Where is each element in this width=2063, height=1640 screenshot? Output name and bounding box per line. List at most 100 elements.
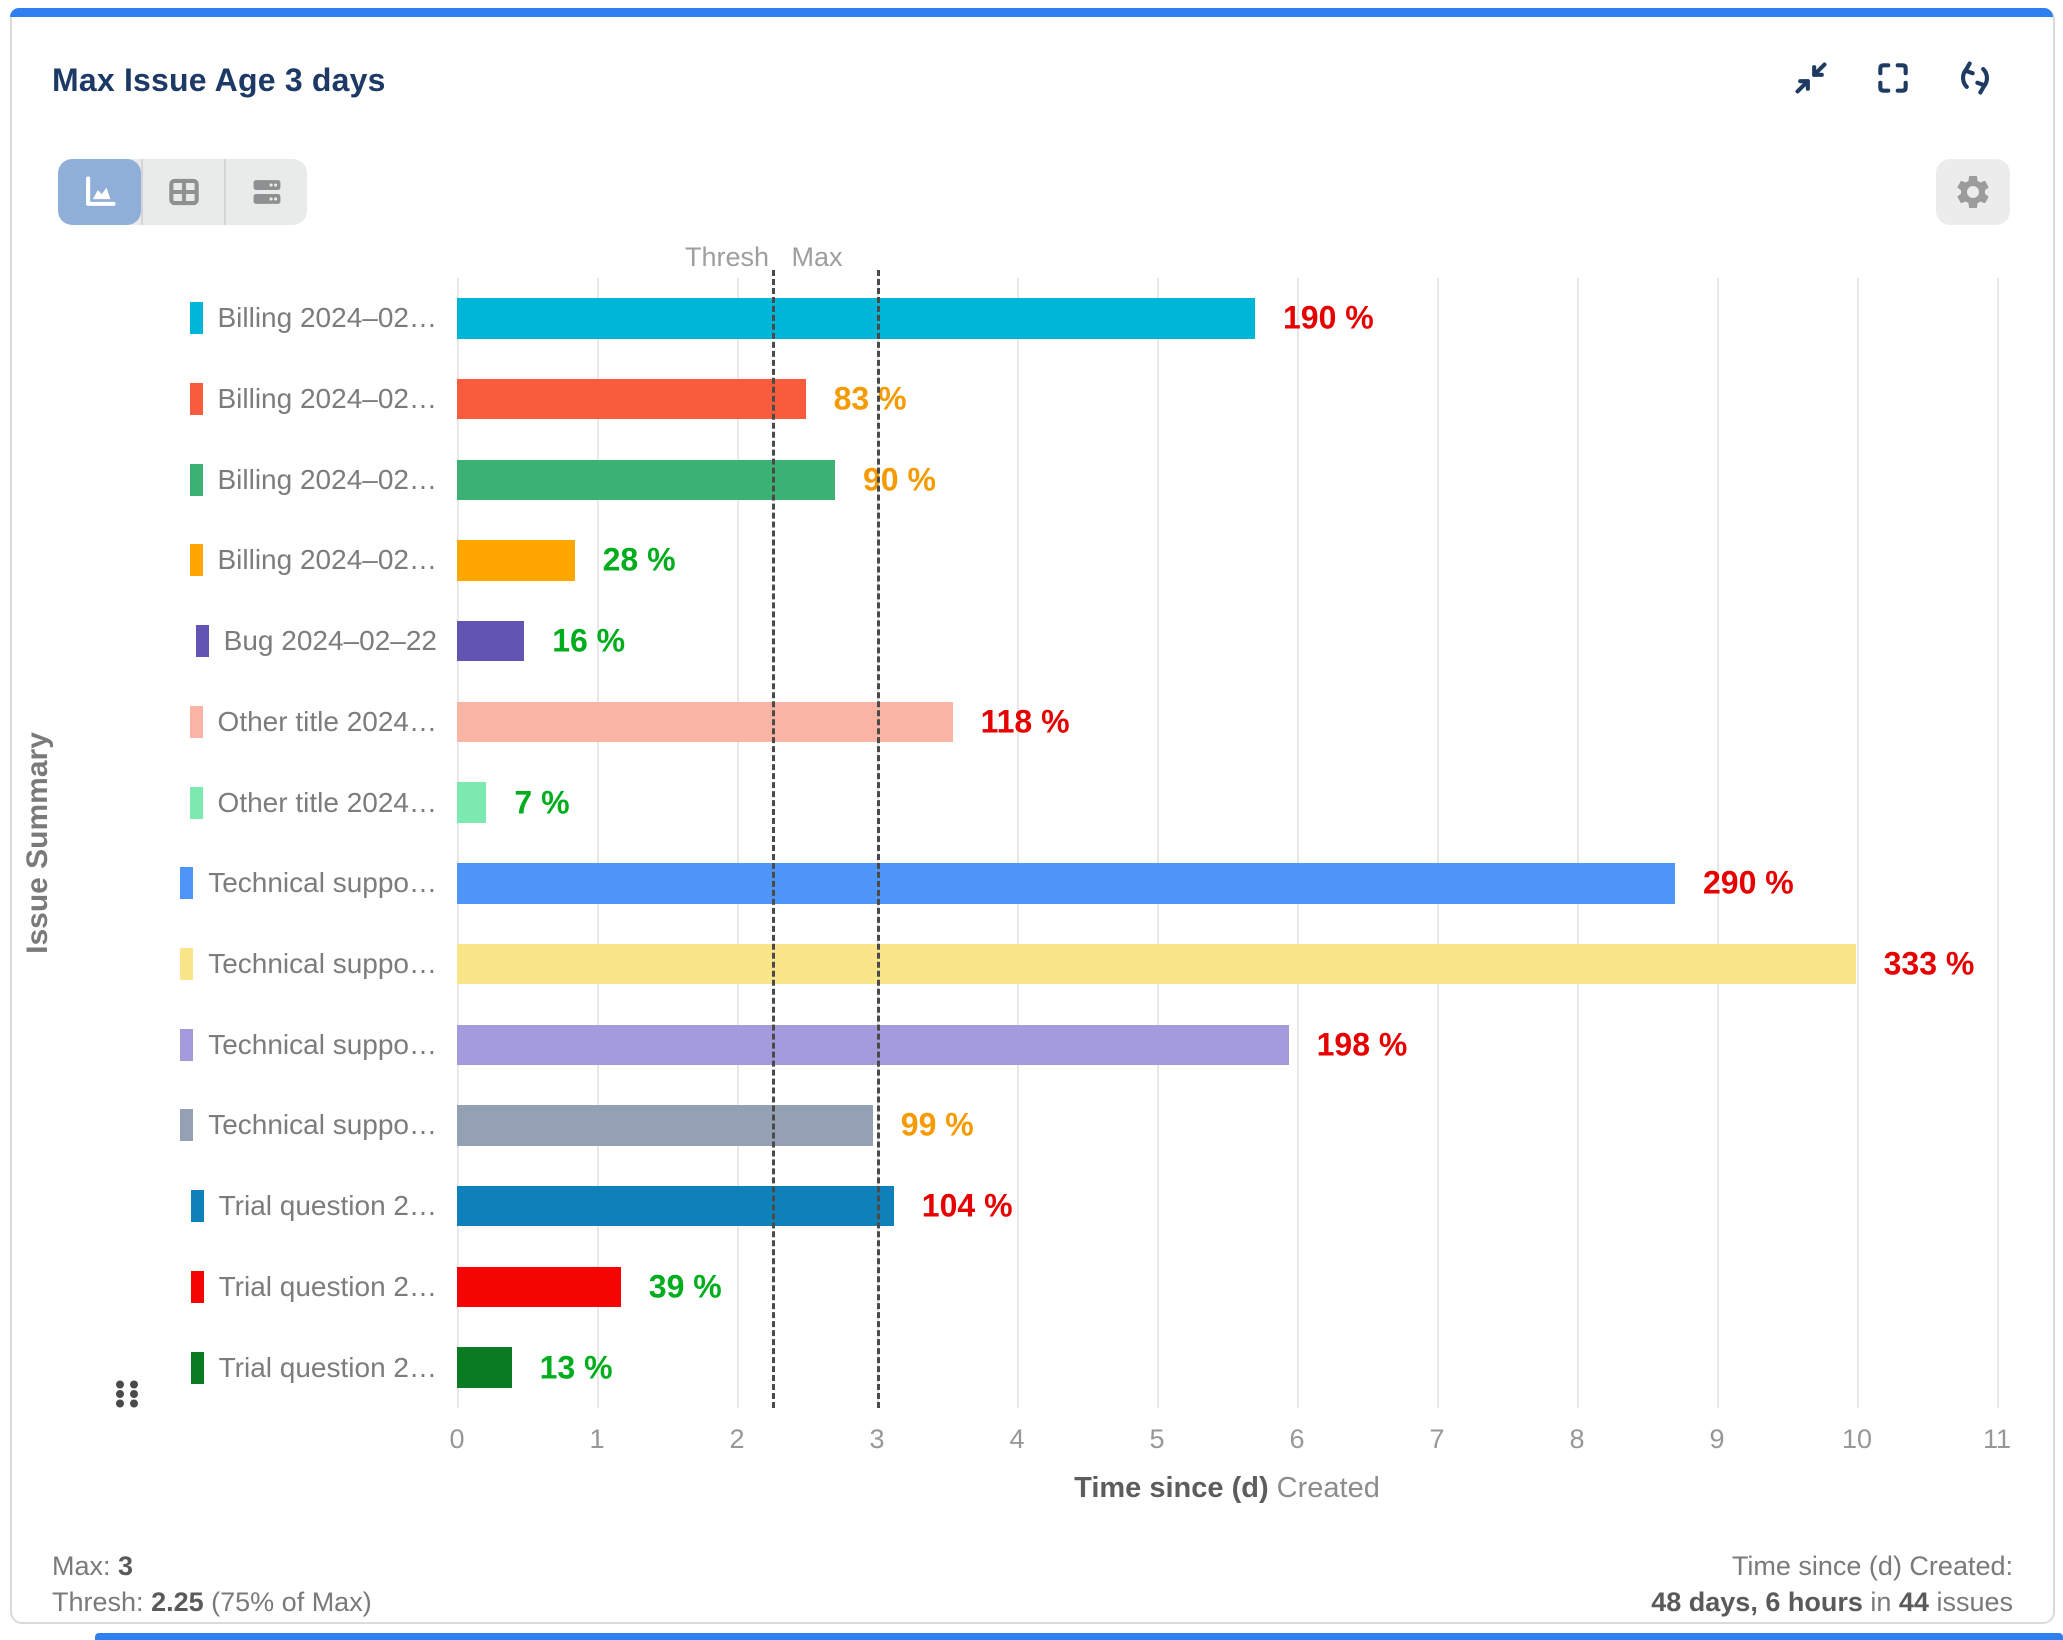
bar[interactable] <box>457 621 525 662</box>
footer-max-line: Max: 3 <box>52 1548 372 1584</box>
legend-swatch <box>189 383 203 416</box>
bar[interactable] <box>457 378 806 420</box>
row-label: Technical suppo… <box>0 843 437 924</box>
gridline <box>1997 278 1999 1408</box>
refresh-button[interactable] <box>1953 56 1997 100</box>
row-label: Technical suppo… <box>0 1004 437 1085</box>
legend-swatch <box>180 1028 194 1061</box>
gear-icon <box>1957 176 1989 208</box>
bar-row: 39 % <box>457 1247 1997 1328</box>
gridline <box>1157 278 1159 1408</box>
x-tick-label: 10 <box>1841 1424 1873 1454</box>
row-label-text: Technical suppo… <box>208 948 437 980</box>
legend-swatch <box>190 1270 204 1303</box>
view-list-button[interactable] <box>224 159 307 225</box>
x-tick-label: 5 <box>1149 1424 1165 1454</box>
drag-handle[interactable] <box>113 1380 143 1408</box>
max-label: Max <box>791 242 843 272</box>
table-icon <box>168 178 199 206</box>
row-label: Technical suppo… <box>0 1085 437 1166</box>
row-label-text: Other title 2024… <box>217 786 437 818</box>
bar[interactable] <box>457 782 487 823</box>
bar-row: 104 % <box>457 1166 1997 1247</box>
y-axis-labels: Billing 2024–02… Billing 2024–02… Billing … <box>0 278 437 1408</box>
max-label: Max: <box>52 1551 111 1581</box>
view-chart-button[interactable] <box>58 159 141 225</box>
rows-icon <box>253 180 280 204</box>
max-value: 3 <box>118 1551 134 1581</box>
fullscreen-button[interactable] <box>1871 56 1915 100</box>
drag-dots-icon <box>116 1380 138 1408</box>
row-label: Other title 2024… <box>0 682 437 763</box>
bar[interactable] <box>457 1105 873 1146</box>
bar-value-label: 118 % <box>980 703 1070 740</box>
legend-swatch <box>190 1190 204 1223</box>
bar-row: 290 % <box>457 843 1997 924</box>
gridline <box>457 278 459 1408</box>
thresh-label: Thresh <box>684 242 770 272</box>
row-label-text: Bug 2024–02–22 <box>223 625 437 657</box>
row-label: Technical suppo… <box>0 924 437 1005</box>
collapse-button[interactable] <box>1789 56 1833 100</box>
issue-count: 44 <box>1898 1587 1929 1617</box>
bar[interactable] <box>457 863 1675 904</box>
x-axis-title: Time since (d) Created <box>457 1472 1997 1505</box>
row-label-text: Technical suppo… <box>208 1028 437 1060</box>
row-label: Billing 2024–02… <box>0 520 437 601</box>
row-label-text: Billing 2024–02… <box>217 383 438 415</box>
legend-swatch <box>189 544 203 577</box>
x-tick-label: 6 <box>1289 1424 1305 1454</box>
x-tick-label: 2 <box>729 1424 745 1454</box>
bar-row: 333 % <box>457 924 1997 1005</box>
gridline <box>1577 278 1579 1408</box>
bar-value-label: 190 % <box>1283 299 1374 336</box>
bar-value-label: 83 % <box>833 380 907 417</box>
gridline <box>1297 278 1299 1408</box>
gridline <box>1437 278 1439 1408</box>
bar-value-label: 290 % <box>1703 864 1794 901</box>
bar-row: 13 % <box>457 1327 1997 1408</box>
footer-stats-left: Max: 3 Thresh: 2.25 (75% of Max) <box>52 1548 372 1620</box>
thresh-suffix: (75% of Max) <box>211 1587 372 1617</box>
bar-row: 99 % <box>457 1085 1997 1166</box>
row-label: Trial question 2… <box>0 1166 437 1247</box>
bar[interactable] <box>457 298 1255 339</box>
legend-swatch <box>180 1109 194 1142</box>
thresh-line <box>772 270 775 1408</box>
bar-row: 83 % <box>457 359 1997 440</box>
gridline <box>1857 278 1859 1408</box>
legend-swatch <box>189 705 203 738</box>
bar-value-label: 13 % <box>539 1349 613 1386</box>
view-table-button[interactable] <box>141 159 224 225</box>
bar-value-label: 16 % <box>552 622 626 659</box>
row-label: Trial question 2… <box>0 1327 437 1408</box>
x-tick-label: 9 <box>1709 1424 1725 1454</box>
row-label-text: Technical suppo… <box>208 1109 437 1141</box>
bar[interactable] <box>457 459 835 500</box>
settings-button[interactable] <box>1936 159 2010 225</box>
bar[interactable] <box>457 943 1856 985</box>
bar[interactable] <box>457 701 953 743</box>
bar[interactable] <box>457 540 575 581</box>
bar[interactable] <box>457 1347 512 1388</box>
row-label-text: Trial question 2… <box>218 1190 437 1222</box>
thresh-value: 2.25 <box>151 1587 204 1617</box>
bar-value-label: 7 % <box>514 784 570 821</box>
x-axis-title-field: Time since (d) <box>1074 1472 1269 1504</box>
legend-swatch <box>189 463 203 496</box>
bar[interactable] <box>457 1186 894 1227</box>
bar[interactable] <box>457 1266 621 1308</box>
refresh-icon <box>1960 61 1990 95</box>
bar-row: 198 % <box>457 1004 1997 1085</box>
gadget-title: Max Issue Age 3 days <box>52 62 386 98</box>
gridline <box>597 278 599 1408</box>
legend-swatch <box>190 1351 204 1384</box>
footer-time-line: 48 days, 6 hours in 44 issues <box>1651 1584 2013 1620</box>
row-label-text: Billing 2024–02… <box>217 463 438 495</box>
legend-swatch <box>189 302 203 335</box>
bar[interactable] <box>457 1024 1289 1065</box>
x-tick-label: 0 <box>449 1424 465 1454</box>
x-axis-ticks: 0 1 2 3 4 5 6 7 8 9 10 11 <box>449 1424 2011 1458</box>
legend-swatch <box>180 948 194 981</box>
